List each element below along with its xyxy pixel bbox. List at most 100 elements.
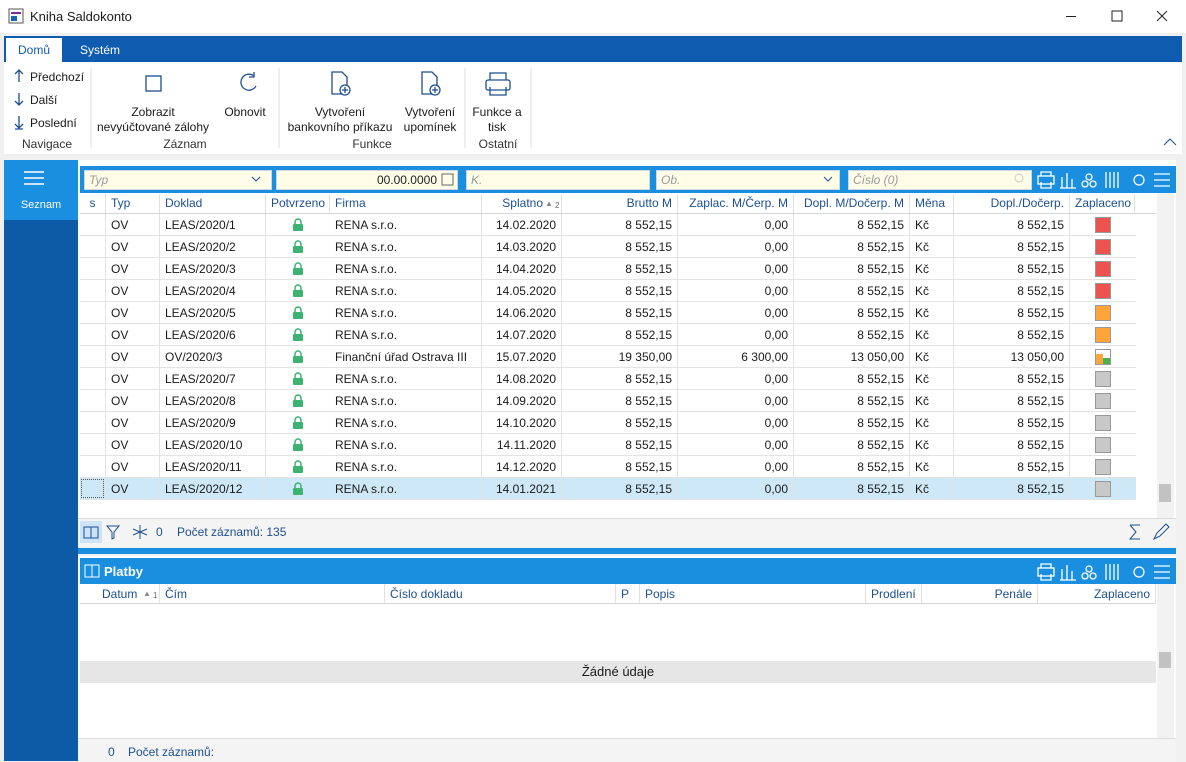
- payments-column-header[interactable]: P: [616, 584, 640, 604]
- lock-icon: [293, 328, 303, 341]
- paid-status: [1095, 239, 1111, 255]
- payments-column-header[interactable]: Číslo dokladu: [385, 584, 616, 604]
- filter-type[interactable]: Typ: [84, 170, 272, 190]
- ribbon-button-label[interactable]: Funkce a: [472, 105, 522, 119]
- cell: OV: [106, 280, 160, 302]
- column-header[interactable]: Potvrzeno: [266, 194, 330, 213]
- table-row[interactable]: [80, 434, 1136, 456]
- column-header[interactable]: Dopl. M/Dočerp. M: [794, 194, 910, 213]
- column-header[interactable]: Měna: [910, 194, 954, 213]
- cell: 8 552,15: [562, 368, 678, 390]
- ribbon-button-label[interactable]: Předchozí: [30, 70, 85, 84]
- payments-panel: [78, 556, 1176, 761]
- ribbon-button-label[interactable]: upomínek: [403, 120, 457, 134]
- cell: Kč: [910, 390, 954, 412]
- paid-status: [1095, 283, 1111, 299]
- cell: 14.12.2020: [482, 456, 562, 478]
- tab[interactable]: Systém: [80, 43, 121, 57]
- filter-k[interactable]: K.: [466, 170, 650, 190]
- column-header[interactable]: Zaplac. M/Čerp. M: [678, 194, 794, 213]
- table-row[interactable]: [80, 324, 1136, 346]
- column-header[interactable]: Zaplaceno: [1070, 194, 1135, 213]
- window-controls[interactable]: [1050, 0, 1186, 33]
- payments-column-header[interactable]: Čím: [160, 584, 385, 604]
- cell: LEAS/2020/7: [160, 368, 266, 390]
- cell: 8 552,15: [794, 280, 910, 302]
- cell: OV: [106, 214, 160, 236]
- column-header[interactable]: s: [80, 194, 106, 213]
- payments-column-header[interactable]: Datum: [80, 584, 160, 604]
- column-header[interactable]: Splatno: [482, 194, 562, 213]
- ribbon-button-label[interactable]: bankovního příkazu: [287, 120, 393, 134]
- table-row[interactable]: [80, 412, 1136, 434]
- ribbon-button-label[interactable]: Obnovit: [224, 105, 266, 119]
- filter-number[interactable]: Číslo (0): [848, 170, 1032, 190]
- status-tools[interactable]: [1126, 522, 1172, 542]
- tab-active[interactable]: Domů: [6, 38, 62, 62]
- cell: 14.09.2020: [482, 390, 562, 412]
- paid-status: [1095, 415, 1111, 431]
- table-row[interactable]: [80, 258, 1136, 280]
- cell: 0,00: [678, 478, 794, 500]
- scroll-thumb[interactable]: [1159, 484, 1171, 502]
- sidebar-label: Seznam: [20, 199, 62, 211]
- empty-message: Žádné údaje: [80, 661, 1156, 683]
- ribbon-button-label[interactable]: Poslední: [30, 116, 77, 130]
- sidebar-tab[interactable]: [4, 160, 78, 220]
- lock-icon: [293, 240, 303, 253]
- cell: Kč: [910, 346, 954, 368]
- cell: 8 552,15: [954, 236, 1070, 258]
- cell: LEAS/2020/2: [160, 236, 266, 258]
- cell: RENA s.r.o.: [330, 412, 482, 434]
- cell: 14.11.2020: [482, 434, 562, 456]
- table-row[interactable]: [80, 346, 1136, 368]
- lock-icon: [293, 306, 303, 319]
- cell: OV: [106, 236, 160, 258]
- table-row[interactable]: [80, 390, 1136, 412]
- payments-status-count: 0: [108, 745, 115, 759]
- cell: 8 552,15: [954, 280, 1070, 302]
- cell: LEAS/2020/8: [160, 390, 266, 412]
- cell: LEAS/2020/4: [160, 280, 266, 302]
- table-row[interactable]: [80, 368, 1136, 390]
- ribbon-button-label[interactable]: nevyúčtované zálohy: [96, 120, 210, 134]
- table-row[interactable]: [80, 478, 1136, 500]
- splitter[interactable]: [78, 548, 1176, 554]
- payments-column-header[interactable]: Penále: [922, 584, 1038, 604]
- cell-s: [80, 214, 106, 236]
- cell: RENA s.r.o.: [330, 302, 482, 324]
- table-row[interactable]: [80, 302, 1136, 324]
- payments-toolbar[interactable]: [1036, 561, 1176, 583]
- column-header[interactable]: Typ: [106, 194, 160, 213]
- cell: 8 552,15: [954, 434, 1070, 456]
- cell: Kč: [910, 236, 954, 258]
- ribbon-button-label[interactable]: Vytvoření: [404, 105, 456, 119]
- sort-arrow: ▲: [143, 589, 151, 598]
- payments-scroll-thumb[interactable]: [1159, 652, 1171, 668]
- ribbon-button-label[interactable]: tisk: [488, 120, 506, 134]
- table-row[interactable]: [80, 214, 1136, 236]
- ribbon-button-label[interactable]: Vytvoření: [314, 105, 366, 119]
- ribbon-button-label[interactable]: Další: [30, 93, 58, 107]
- column-header[interactable]: Doklad: [160, 194, 266, 213]
- cell-s: [80, 302, 106, 324]
- filter-ob[interactable]: Ob.: [656, 170, 840, 190]
- payments-column-header[interactable]: Prodlení: [866, 584, 922, 604]
- cell-s: [80, 258, 106, 280]
- row-selector: [81, 479, 104, 498]
- column-header[interactable]: Brutto M: [562, 194, 678, 213]
- table-row[interactable]: [80, 280, 1136, 302]
- ribbon-tabs: [4, 36, 1182, 62]
- column-header[interactable]: Dopl./Dočerp.: [954, 194, 1070, 213]
- lock-icon: [293, 482, 303, 495]
- ribbon-button-label[interactable]: Zobrazit: [131, 105, 175, 119]
- scrollbar[interactable]: [1157, 193, 1174, 518]
- payments-column-header[interactable]: Zaplaceno: [1038, 584, 1156, 604]
- column-header[interactable]: Firma: [330, 194, 482, 213]
- table-row[interactable]: [80, 456, 1136, 478]
- cell: 8 552,15: [954, 478, 1070, 500]
- table-row[interactable]: [80, 236, 1136, 258]
- payments-column-header[interactable]: Popis: [640, 584, 866, 604]
- toolbar-icons[interactable]: [1036, 169, 1176, 191]
- filter-date[interactable]: 00.00.0000: [276, 170, 458, 190]
